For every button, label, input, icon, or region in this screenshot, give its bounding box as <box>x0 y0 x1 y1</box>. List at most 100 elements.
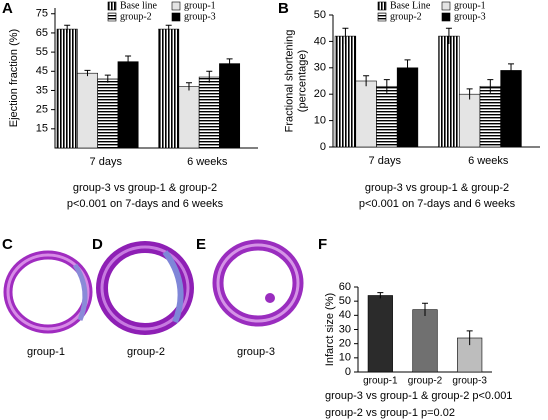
panel-letter: E <box>196 236 206 253</box>
legend-label: Base Line <box>390 0 431 11</box>
x-tick-label: 6 weeks <box>468 155 509 167</box>
error-bar <box>104 74 111 83</box>
error-bar <box>487 79 494 93</box>
y-axis-label: Ejection fraction (%) <box>8 29 20 127</box>
heart-section <box>96 241 194 335</box>
image-caption: group-1 <box>27 346 65 358</box>
error-bar <box>342 27 349 45</box>
error-bar <box>383 79 390 93</box>
error-bar <box>206 70 213 83</box>
heart-section <box>3 250 93 334</box>
bar <box>219 63 241 149</box>
error-bar <box>466 88 473 100</box>
note: group-3 vs group-1 & group-2 p<0.001 <box>325 390 512 402</box>
bar <box>396 67 419 148</box>
panel-letter: F <box>318 236 327 253</box>
legend-label: group-2 <box>120 11 152 22</box>
y-tick-label: 40 <box>339 309 351 321</box>
heart-section <box>212 239 304 327</box>
bar <box>97 78 119 149</box>
error-bar <box>466 330 473 346</box>
y-axis-label: (percentage) <box>296 50 308 112</box>
legend-label: group-1 <box>454 0 486 11</box>
error-bar <box>165 24 172 33</box>
bar <box>198 76 220 149</box>
error-bar <box>422 302 428 317</box>
bar <box>334 35 357 148</box>
y-tick-label: 0 <box>345 366 351 378</box>
error-bar <box>445 27 452 45</box>
y-tick-label: 15 <box>36 123 48 135</box>
y-tick-label: 45 <box>36 65 48 77</box>
image-caption: group-3 <box>237 346 275 358</box>
panel-letter: A <box>2 0 13 17</box>
bar <box>355 80 377 148</box>
y-tick-label: 65 <box>36 27 48 39</box>
y-tick-label: 20 <box>339 338 351 350</box>
bar <box>77 72 98 149</box>
bar <box>458 93 481 148</box>
x-tick-label: 7 days <box>90 156 123 168</box>
legend-label: group-1 <box>184 0 216 11</box>
note: p<0.001 on 7-days and 6 weeks <box>67 198 224 210</box>
error-bar <box>125 55 132 68</box>
y-tick-label: 10 <box>339 352 351 364</box>
bar <box>117 61 139 149</box>
error-bar <box>226 58 233 69</box>
note: group-2 vs group-1 p=0.02 <box>325 407 455 419</box>
bar <box>500 70 522 148</box>
y-tick-label: 60 <box>339 281 351 293</box>
legend-swatch <box>107 1 117 11</box>
legend-swatch <box>441 12 451 22</box>
y-tick-label: 20 <box>314 88 326 100</box>
legend-swatch <box>377 12 387 22</box>
x-tick-label: 6 weeks <box>187 156 228 168</box>
note: group-3 vs group-1 & group-2 <box>73 182 217 194</box>
error-bar <box>64 24 71 33</box>
bar <box>56 28 78 149</box>
legend-label: Base line <box>120 0 157 11</box>
panel-letter: D <box>92 236 103 253</box>
image-caption: group-2 <box>127 346 165 358</box>
legend-swatch <box>107 12 117 22</box>
y-tick-label: 10 <box>314 115 326 127</box>
y-tick-label: 30 <box>314 62 326 74</box>
legend-swatch <box>171 1 181 11</box>
y-tick-label: 75 <box>36 8 48 20</box>
note: group-3 vs group-1 & group-2 <box>365 182 509 194</box>
bar <box>412 309 438 373</box>
error-bar <box>508 63 515 78</box>
legend-swatch <box>171 12 181 22</box>
bar <box>376 85 398 148</box>
legend-label: group-3 <box>454 11 486 22</box>
legend-swatch <box>377 1 387 11</box>
x-tick-label: 7 days <box>369 155 402 167</box>
legend-label: group-3 <box>184 11 216 22</box>
y-tick-label: 50 <box>339 295 351 307</box>
y-tick-label: 35 <box>36 84 48 96</box>
bar <box>158 28 180 149</box>
y-tick-label: 0 <box>320 141 326 153</box>
bar <box>438 35 460 148</box>
y-axis-label: Infarct size (%) <box>324 293 336 366</box>
error-bar <box>377 292 384 299</box>
y-tick-label: 25 <box>36 104 48 116</box>
error-bar <box>84 69 91 77</box>
y-axis-label: Fractional shortening <box>283 30 295 133</box>
x-tick-label: group-3 <box>452 376 487 387</box>
bar <box>479 85 501 148</box>
panel-letter: C <box>2 236 13 253</box>
note: p<0.001 on 7-days and 6 weeks <box>359 198 516 210</box>
x-tick-label: group-2 <box>408 376 443 387</box>
error-bar <box>404 59 411 76</box>
legend-label: group-2 <box>390 11 422 22</box>
y-tick-label: 50 <box>314 9 326 21</box>
y-tick-label: 30 <box>339 323 351 335</box>
bar <box>367 295 393 373</box>
panel-letter: B <box>278 0 289 17</box>
y-tick-label: 55 <box>36 46 48 58</box>
error-bar <box>185 82 192 91</box>
legend-swatch <box>441 1 451 11</box>
x-tick-label: group-1 <box>363 376 398 387</box>
